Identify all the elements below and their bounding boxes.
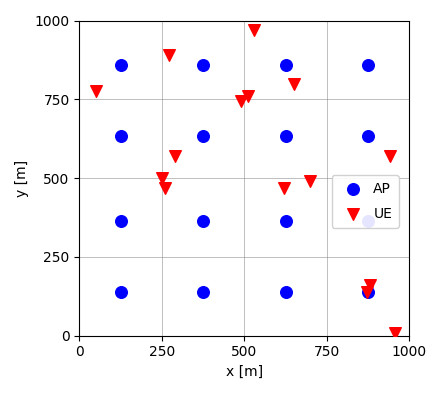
- UE: [244, 93, 251, 99]
- AP: [117, 61, 124, 68]
- UE: [171, 153, 179, 159]
- UE: [363, 288, 370, 295]
- UE: [391, 329, 398, 336]
- UE: [165, 52, 172, 58]
- AP: [282, 288, 289, 295]
- AP: [117, 132, 124, 139]
- UE: [92, 88, 99, 95]
- UE: [281, 184, 288, 191]
- Legend: AP, UE: AP, UE: [332, 175, 399, 228]
- AP: [200, 288, 207, 295]
- UE: [386, 153, 393, 159]
- AP: [365, 61, 372, 68]
- AP: [282, 132, 289, 139]
- X-axis label: x [m]: x [m]: [226, 365, 263, 379]
- UE: [238, 98, 245, 104]
- UE: [162, 184, 169, 191]
- UE: [251, 27, 258, 33]
- AP: [200, 132, 207, 139]
- AP: [200, 61, 207, 68]
- UE: [307, 178, 314, 184]
- AP: [117, 217, 124, 224]
- AP: [282, 61, 289, 68]
- UE: [290, 80, 297, 87]
- AP: [365, 288, 372, 295]
- AP: [200, 217, 207, 224]
- AP: [282, 217, 289, 224]
- Y-axis label: y [m]: y [m]: [15, 160, 29, 197]
- AP: [365, 132, 372, 139]
- UE: [158, 175, 165, 181]
- AP: [117, 288, 124, 295]
- AP: [365, 217, 372, 224]
- UE: [366, 282, 373, 288]
